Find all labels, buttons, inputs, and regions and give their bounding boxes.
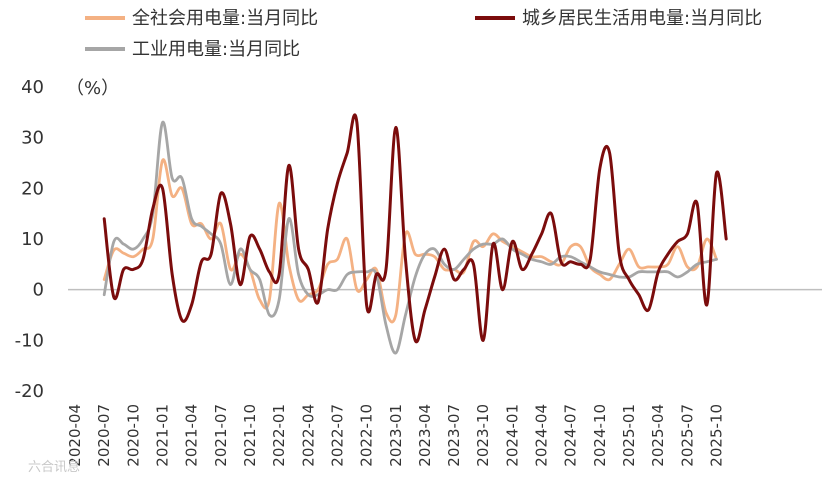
x-tick-label: 2020-07	[95, 404, 113, 467]
x-tick-label: 2023-10	[474, 404, 492, 467]
x-tick-label: 2021-07	[212, 404, 230, 467]
series-lines	[102, 113, 728, 355]
x-tick-label: 2025-10	[708, 404, 726, 467]
x-tick-label: 2025-07	[678, 404, 696, 467]
y-tick-label: 0	[33, 280, 44, 301]
legend-label-residential: 城乡居民生活用电量:当月同比	[522, 8, 762, 29]
x-tick-label: 2024-01	[503, 404, 521, 467]
x-tick-label: 2020-10	[124, 404, 142, 467]
y-tick-label: 40	[21, 77, 44, 98]
y-tick-label: -20	[15, 381, 44, 402]
series-line-residential	[102, 113, 728, 344]
y-tick-label: -10	[15, 330, 44, 351]
x-tick-label: 2023-04	[416, 404, 434, 467]
x-tick-label: 2021-10	[241, 404, 259, 467]
x-tick-label: 2022-04	[299, 404, 317, 467]
x-tick-label: 2022-01	[270, 404, 288, 467]
x-tick-label: 2024-10	[591, 404, 609, 467]
x-tick-label: 2023-07	[445, 404, 463, 467]
y-tick-label: 20	[21, 178, 44, 199]
y-axis: 40 30 20 10 0 -10 -20	[15, 77, 44, 402]
y-tick-label: 10	[21, 229, 44, 250]
x-tick-label: 2025-04	[649, 404, 667, 467]
x-axis: 2020-04 2020-07 2020-10 2021-01 2021-04 2021-…	[66, 404, 726, 467]
x-tick-label: 2024-07	[562, 404, 580, 467]
x-tick-label: 2023-01	[387, 404, 405, 467]
legend-label-industrial: 工业用电量:当月同比	[132, 39, 300, 60]
y-tick-label: 30	[21, 128, 44, 149]
legend-item-industrial: 工业用电量:当月同比	[85, 39, 300, 60]
watermark-text: 六合讯息	[28, 459, 80, 475]
legend-label-total: 全社会用电量:当月同比	[132, 8, 318, 29]
legend-item-total: 全社会用电量:当月同比	[85, 8, 318, 29]
series-line-industrial	[102, 121, 718, 355]
x-tick-label: 2020-04	[66, 404, 84, 467]
legend: 全社会用电量:当月同比 城乡居民生活用电量:当月同比 工业用电量:当月同比	[85, 8, 762, 60]
x-tick-label: 2022-07	[328, 404, 346, 467]
x-tick-label: 2025-01	[620, 404, 638, 467]
x-tick-label: 2021-01	[153, 404, 171, 467]
x-tick-label: 2024-04	[533, 404, 551, 467]
legend-item-residential: 城乡居民生活用电量:当月同比	[475, 8, 762, 29]
unit-label: （%）	[66, 78, 119, 99]
x-tick-label: 2021-04	[183, 404, 201, 467]
x-tick-label: 2022-10	[358, 404, 376, 467]
